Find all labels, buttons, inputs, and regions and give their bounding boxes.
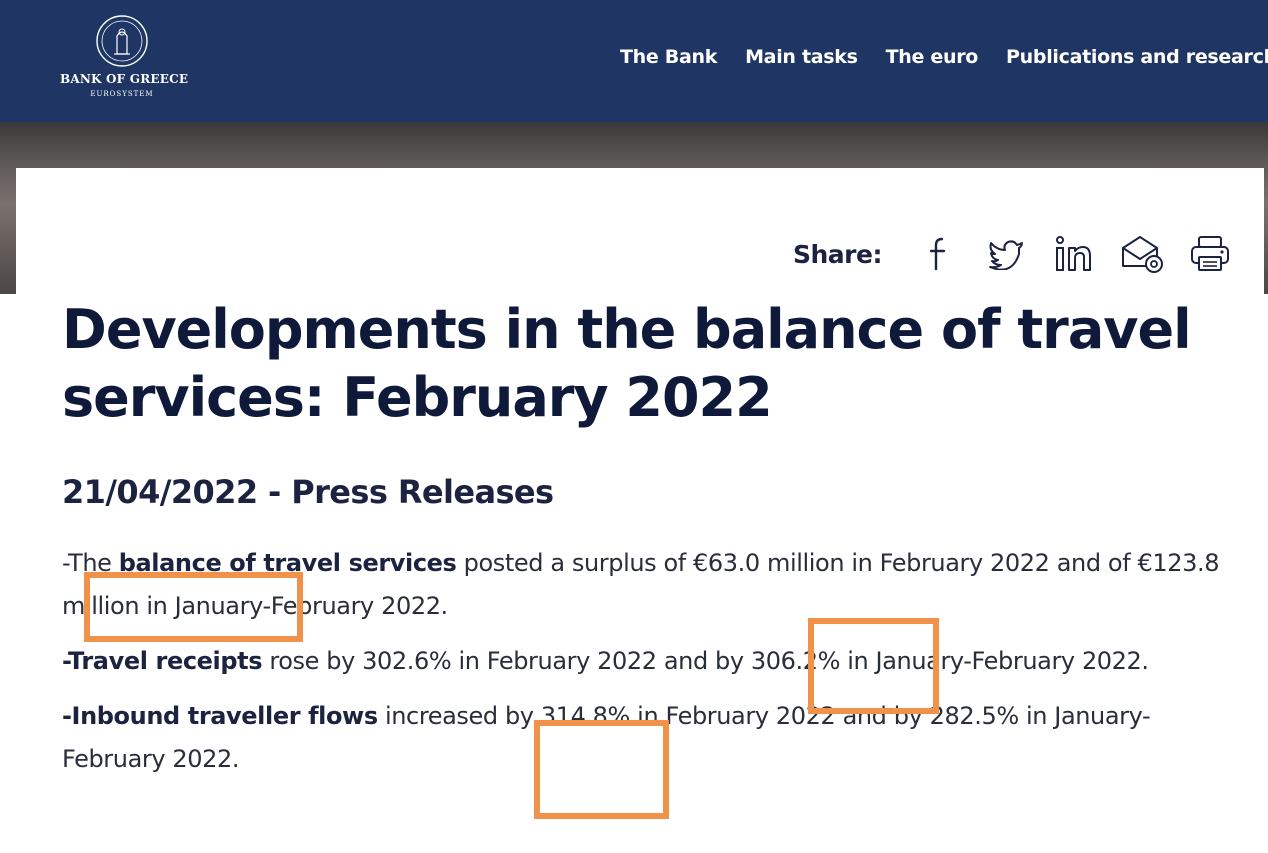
- highlight-box: [808, 618, 939, 714]
- linkedin-icon[interactable]: [1052, 234, 1096, 274]
- logo-subtitle: EUROSYSTEM: [90, 90, 154, 98]
- print-icon[interactable]: [1188, 234, 1232, 274]
- paragraph-text: rose by 302.6% in February 2022 and by 3…: [262, 647, 1149, 675]
- site-header: BANK OF GREECE EUROSYSTEM The Bank Main …: [0, 0, 1268, 122]
- facebook-icon[interactable]: [916, 234, 960, 274]
- nav-main-tasks[interactable]: Main tasks: [745, 46, 858, 68]
- share-label: Share:: [793, 239, 882, 269]
- highlight-box: [84, 572, 303, 642]
- paragraph-bold: -Travel receipts: [62, 647, 263, 675]
- email-icon[interactable]: [1120, 234, 1164, 274]
- article: Developments in the balance of travel se…: [62, 294, 1242, 781]
- paragraph-flows: -Inbound traveller flows increased by 31…: [62, 695, 1242, 781]
- bank-seal-icon: [96, 15, 148, 67]
- paragraph-bold: -Inbound traveller flows: [62, 702, 378, 730]
- paragraph-receipts: -Travel receipts rose by 302.6% in Febru…: [62, 640, 1242, 683]
- twitter-icon[interactable]: [984, 234, 1028, 274]
- nav-the-euro[interactable]: The euro: [885, 46, 979, 68]
- content-card: [16, 168, 1264, 294]
- paragraph-text: posted a surplus of €63.0 million in Feb…: [62, 549, 1220, 620]
- main-nav: The Bank Main tasks The euro Publication…: [620, 46, 1268, 68]
- logo-name: BANK OF GREECE: [60, 72, 189, 86]
- share-bar: Share:: [793, 234, 1232, 274]
- nav-publications-research[interactable]: Publications and research: [1006, 46, 1268, 68]
- page-title: Developments in the balance of travel se…: [62, 298, 1192, 429]
- paragraph-text: increased by 314.8% in February 2022 and…: [62, 702, 1151, 773]
- date-section: 21/04/2022 - Press Releases: [62, 473, 554, 511]
- bank-logo[interactable]: BANK OF GREECE EUROSYSTEM: [60, 14, 189, 106]
- highlight-box: [534, 720, 669, 819]
- nav-the-bank[interactable]: The Bank: [620, 46, 718, 68]
